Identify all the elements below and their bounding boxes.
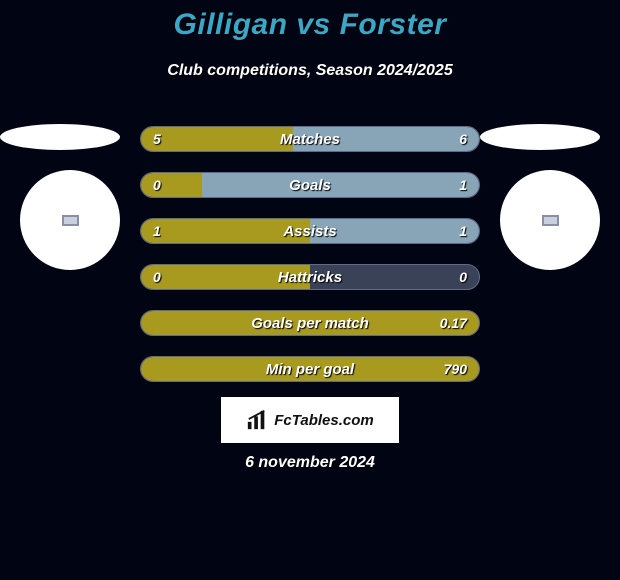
avatar-left bbox=[20, 170, 120, 270]
stat-row: Hattricks00 bbox=[140, 264, 480, 290]
stat-value-right: 1 bbox=[459, 173, 467, 197]
stat-fill-left bbox=[141, 127, 293, 151]
stat-fill-right bbox=[310, 219, 479, 243]
stat-fill-left bbox=[141, 173, 202, 197]
date-label: 6 november 2024 bbox=[0, 454, 620, 472]
stat-fill-left bbox=[141, 357, 479, 381]
source-badge: FcTables.com bbox=[221, 397, 399, 443]
bars-icon bbox=[246, 409, 268, 431]
source-badge-text: FcTables.com bbox=[274, 412, 373, 429]
stat-value-left: 0 bbox=[153, 173, 161, 197]
stat-value-right: 0.17 bbox=[440, 311, 467, 335]
stat-fill-left bbox=[141, 265, 310, 289]
stat-row: Min per goal790 bbox=[140, 356, 480, 382]
stat-row: Matches56 bbox=[140, 126, 480, 152]
stat-value-right: 0 bbox=[459, 265, 467, 289]
placeholder-icon bbox=[62, 215, 79, 226]
page-title: Gilligan vs Forster bbox=[0, 8, 620, 42]
stat-value-left: 0 bbox=[153, 265, 161, 289]
stat-fill-left bbox=[141, 219, 310, 243]
stat-fill-left bbox=[141, 311, 479, 335]
stat-value-left: 1 bbox=[153, 219, 161, 243]
stat-row: Assists11 bbox=[140, 218, 480, 244]
stat-value-left: 5 bbox=[153, 127, 161, 151]
avatar-shadow-left bbox=[0, 124, 120, 150]
stat-fill-right bbox=[202, 173, 479, 197]
stat-row: Goals per match0.17 bbox=[140, 310, 480, 336]
stat-bars: Matches56Goals01Assists11Hattricks00Goal… bbox=[140, 126, 480, 402]
stat-fill-right bbox=[293, 127, 479, 151]
comparison-infographic: Gilligan vs Forster Club competitions, S… bbox=[0, 0, 620, 580]
placeholder-icon bbox=[542, 215, 559, 226]
avatar-shadow-right bbox=[480, 124, 600, 150]
stat-value-right: 6 bbox=[459, 127, 467, 151]
stat-value-right: 790 bbox=[444, 357, 467, 381]
stat-value-right: 1 bbox=[459, 219, 467, 243]
subtitle: Club competitions, Season 2024/2025 bbox=[0, 62, 620, 80]
stat-row: Goals01 bbox=[140, 172, 480, 198]
avatar-right bbox=[500, 170, 600, 270]
